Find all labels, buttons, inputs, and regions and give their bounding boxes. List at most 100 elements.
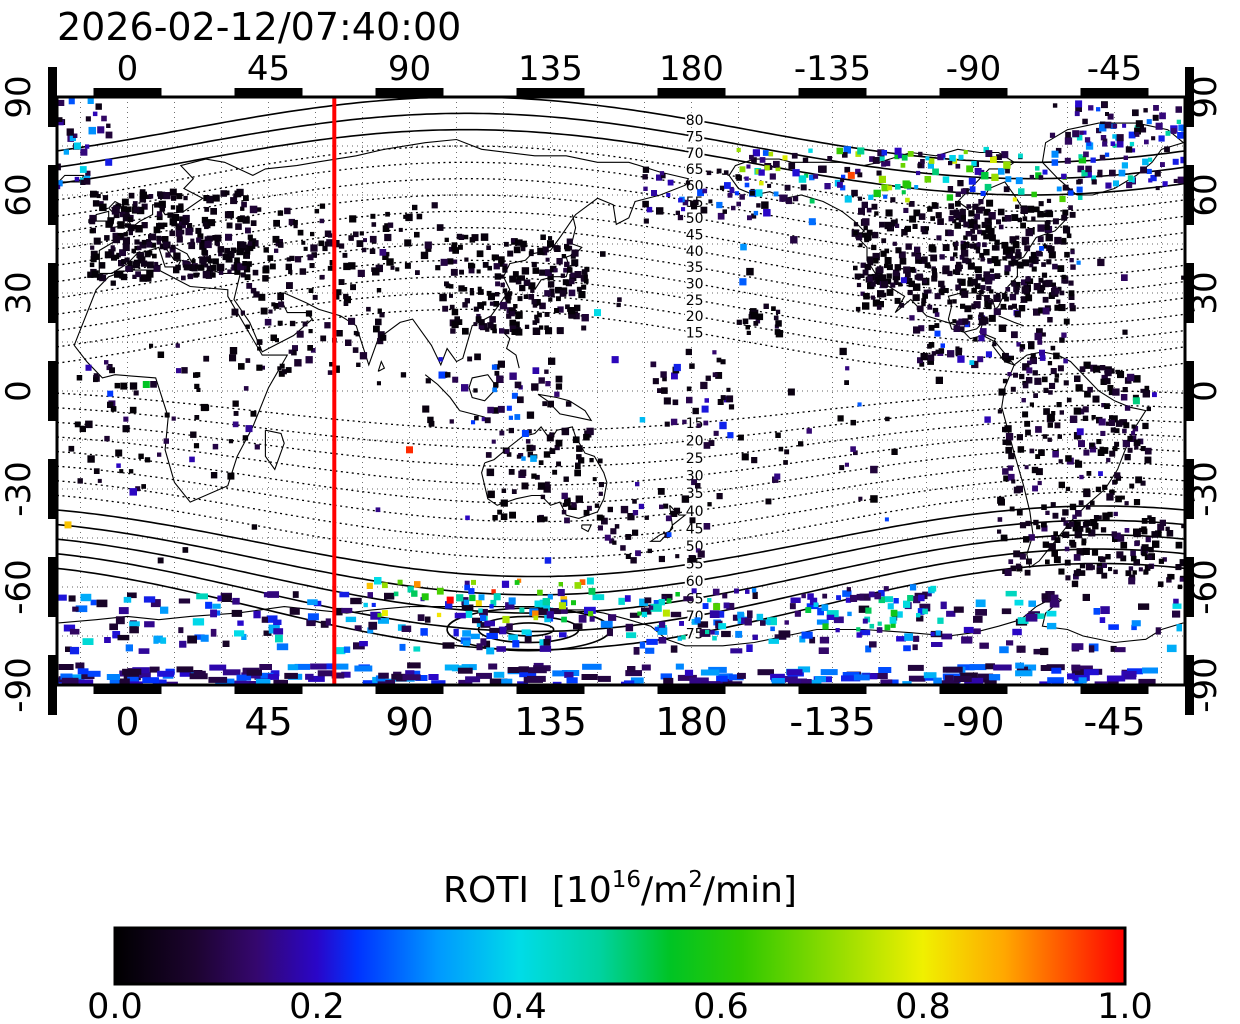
roti-cell [759,180,764,186]
roti-cell [873,258,879,264]
roti-cell [135,271,141,278]
roti-cell [1065,523,1072,529]
roti-cell [860,262,866,268]
roti-cell [92,200,100,207]
roti-cell [900,277,907,284]
roti-cell [901,154,908,161]
roti-cell [983,249,990,256]
roti-cell [858,207,865,215]
roti-cell [242,681,261,685]
roti-cell [467,356,473,362]
roti-cell [883,194,888,199]
roti-cell [181,367,188,374]
roti-cell [487,322,494,329]
roti-cell [442,642,455,649]
roti-cell [411,670,421,677]
roti-cell [955,346,960,351]
roti-cell [1170,128,1177,134]
roti-cell [1127,175,1133,181]
roti-cell [1069,521,1075,527]
roti-cell [240,242,247,249]
roti-cell [987,258,992,263]
roti-cell [1000,303,1007,310]
roti-cell [1074,111,1080,117]
roti-cell [407,662,421,669]
roti-cell [689,363,695,369]
roti-cell [1109,450,1116,457]
roti-cell [477,289,484,295]
roti-cell [660,173,666,179]
x-axis-label-bottom: 180 [655,700,728,744]
roti-cell [1116,140,1124,148]
roti-cell [959,672,978,679]
roti-cell [1019,522,1027,529]
roti-cell [115,449,123,457]
roti-cell [200,403,208,412]
roti-cell [865,645,872,653]
roti-cell [883,586,889,592]
roti-cell [966,204,971,209]
roti-cell [1148,564,1153,569]
roti-cell [165,252,171,258]
roti-cell [1016,261,1024,269]
roti-cell [865,607,872,614]
roti-cell [474,415,479,421]
roti-cell [539,325,544,330]
roti-cell [194,415,200,420]
roti-cell [534,600,544,608]
roti-cell [240,206,245,211]
roti-cell [689,677,709,684]
roti-cell [1143,108,1148,113]
roti-cell [1037,211,1044,218]
roti-cell [187,223,193,229]
roti-cell [162,241,169,248]
roti-cell [547,240,554,248]
roti-cell [484,417,491,424]
roti-cell [1002,293,1008,300]
roti-cell [764,165,770,171]
roti-cell [909,266,916,273]
roti-cell [1012,628,1022,636]
roti-cell [1034,332,1042,341]
roti-cell [940,601,947,610]
roti-cell [1121,162,1128,169]
roti-cell [135,486,141,492]
roti-cell [125,644,133,652]
roti-cell [1024,420,1031,427]
roti-cell [1025,228,1033,237]
colorbar-gradient-bar [113,926,1127,986]
contour-label-north: 25 [686,293,704,309]
roti-cell [661,387,668,394]
roti-cell [1062,531,1070,538]
roti-cell [663,677,674,684]
roti-cell [1022,382,1029,389]
roti-cell [1145,536,1151,543]
roti-cell [140,260,148,267]
roti-cell [301,240,306,245]
roti-cell [942,265,950,273]
roti-cell [983,208,991,216]
roti-cell [858,243,863,248]
roti-cell [1128,566,1134,571]
roti-cell [1064,251,1070,258]
roti-cell [751,213,757,219]
axis-tick-layer [48,67,1194,715]
roti-cell [855,306,861,312]
y-axis-label-right: 0 [1185,380,1225,402]
roti-cell [555,439,563,447]
roti-cell [95,103,102,110]
roti-cell [876,280,882,285]
roti-cell [1004,425,1012,433]
roti-cell [134,245,139,251]
roti-cell [1069,258,1074,263]
roti-cell [996,154,1002,160]
roti-cell [1051,411,1056,416]
roti-cell [139,195,147,203]
roti-cell [1033,283,1041,291]
roti-cell [1015,662,1025,669]
roti-cell [857,172,863,178]
roti-cell [246,261,252,267]
roti-cell [458,244,463,250]
roti-cell [793,196,799,202]
roti-data-layer [57,97,1185,685]
